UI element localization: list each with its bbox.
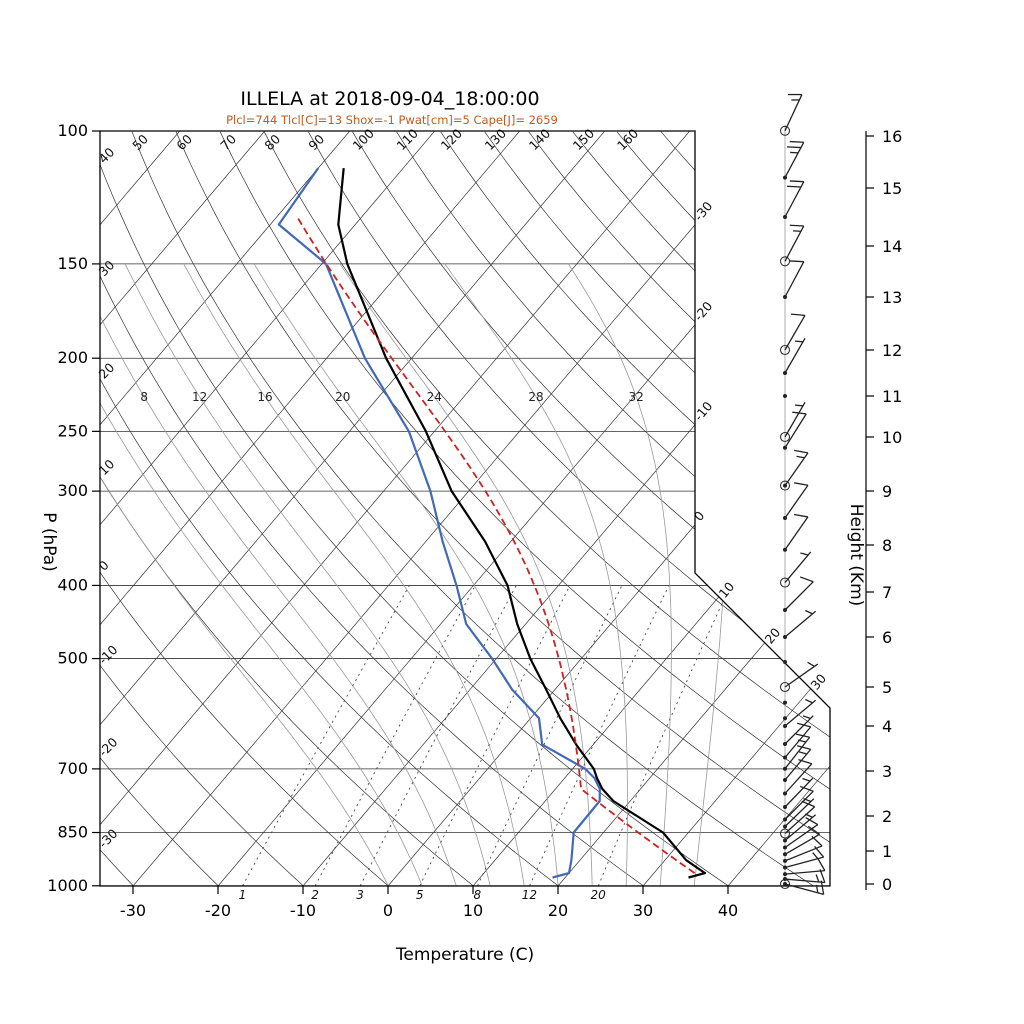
dewpoint-curve — [277, 167, 601, 879]
svg-text:0: 0 — [882, 875, 892, 894]
svg-text:-20: -20 — [205, 901, 231, 920]
svg-text:3: 3 — [882, 762, 892, 781]
temperature-axis-label: Temperature (C) — [395, 945, 534, 965]
svg-text:8: 8 — [140, 390, 148, 404]
svg-text:0: 0 — [383, 901, 393, 920]
svg-text:120: 120 — [438, 126, 466, 154]
svg-text:30: 30 — [633, 901, 653, 920]
plot-border — [99, 130, 831, 887]
wind-barb-column — [779, 93, 826, 895]
svg-text:140: 140 — [526, 126, 554, 154]
svg-text:13: 13 — [882, 288, 902, 307]
svg-text:80: 80 — [261, 131, 283, 153]
svg-text:28: 28 — [528, 390, 543, 404]
svg-text:2: 2 — [311, 888, 319, 902]
svg-text:15: 15 — [882, 179, 902, 198]
svg-text:90: 90 — [305, 131, 327, 153]
svg-text:4: 4 — [882, 717, 892, 736]
temperature-curve — [337, 167, 707, 879]
grid-lines — [100, 131, 830, 886]
svg-text:100: 100 — [349, 126, 377, 154]
svg-text:8: 8 — [474, 888, 482, 902]
svg-text:20: 20 — [590, 888, 606, 902]
svg-text:130: 130 — [482, 126, 510, 154]
svg-text:150: 150 — [57, 254, 88, 273]
svg-text:11: 11 — [882, 387, 902, 406]
svg-text:10: 10 — [882, 428, 902, 447]
svg-text:400: 400 — [57, 575, 88, 594]
svg-text:200: 200 — [57, 348, 88, 367]
svg-text:2: 2 — [882, 807, 892, 826]
svg-text:8: 8 — [882, 536, 892, 555]
svg-text:20: 20 — [96, 360, 118, 382]
svg-text:40: 40 — [718, 901, 738, 920]
svg-text:5: 5 — [416, 888, 424, 902]
svg-text:-20: -20 — [96, 734, 121, 759]
svg-text:-30: -30 — [120, 901, 146, 920]
svg-text:10: 10 — [96, 456, 118, 478]
svg-text:1: 1 — [882, 842, 892, 861]
svg-text:20: 20 — [548, 901, 568, 920]
parcel-curve — [296, 216, 696, 874]
svg-text:-30: -30 — [96, 826, 121, 851]
svg-text:30: 30 — [96, 257, 118, 279]
svg-text:3: 3 — [356, 888, 364, 902]
svg-text:12: 12 — [522, 888, 537, 902]
svg-text:250: 250 — [57, 421, 88, 440]
height-axis-label: Height (Km) — [846, 504, 866, 607]
svg-text:24: 24 — [427, 390, 442, 404]
svg-text:0: 0 — [96, 557, 112, 573]
svg-text:0: 0 — [691, 508, 708, 524]
svg-text:1000: 1000 — [47, 876, 88, 895]
svg-text:32: 32 — [629, 390, 644, 404]
svg-text:850: 850 — [57, 823, 88, 842]
svg-text:700: 700 — [57, 759, 88, 778]
svg-text:300: 300 — [57, 481, 88, 500]
svg-text:100: 100 — [57, 121, 88, 140]
svg-text:5: 5 — [882, 678, 892, 697]
svg-text:12: 12 — [882, 341, 902, 360]
svg-text:40: 40 — [96, 144, 118, 166]
svg-text:6: 6 — [882, 628, 892, 647]
svg-text:160: 160 — [614, 126, 642, 154]
svg-text:1: 1 — [239, 888, 247, 902]
svg-text:10: 10 — [463, 901, 483, 920]
svg-text:16: 16 — [257, 390, 272, 404]
svg-text:-10: -10 — [96, 642, 121, 667]
svg-text:110: 110 — [394, 126, 422, 154]
svg-text:16: 16 — [882, 127, 902, 146]
svg-text:-10: -10 — [290, 901, 316, 920]
chart-subtitle: Plcl=744 Tlcl[C]=13 Shox=-1 Pwat[cm]=5 C… — [226, 113, 558, 127]
svg-text:12: 12 — [192, 390, 207, 404]
svg-text:7: 7 — [882, 583, 892, 602]
svg-text:150: 150 — [570, 126, 598, 154]
svg-text:50: 50 — [129, 131, 151, 153]
svg-text:14: 14 — [882, 237, 902, 256]
chart-title: ILLELA at 2018-09-04_18:00:00 — [240, 88, 539, 110]
pressure-axis-label: P (hPa) — [39, 512, 59, 572]
svg-text:20: 20 — [335, 390, 350, 404]
svg-text:500: 500 — [57, 649, 88, 668]
svg-text:9: 9 — [882, 482, 892, 501]
svg-text:70: 70 — [217, 131, 239, 153]
